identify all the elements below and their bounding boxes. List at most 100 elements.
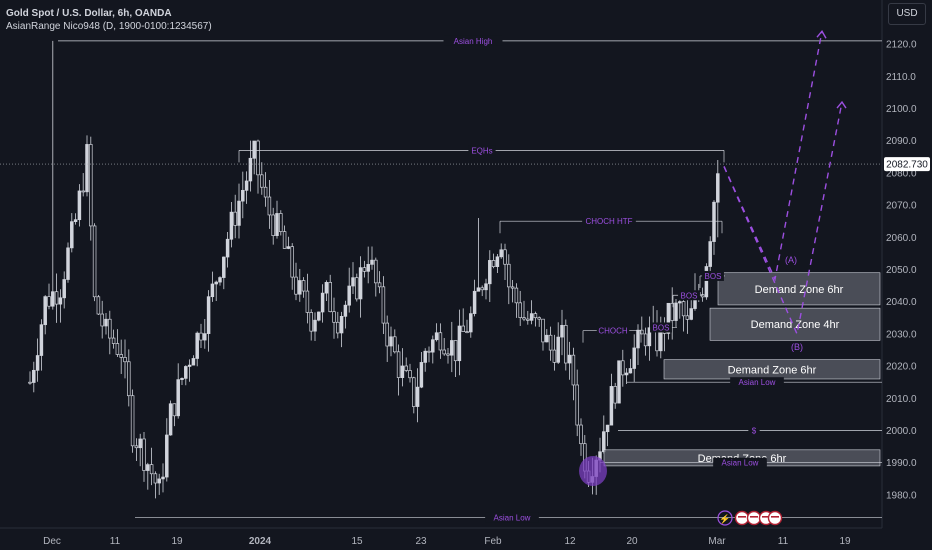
candle-body — [343, 304, 348, 317]
candle-body — [609, 386, 614, 426]
candle-body — [73, 219, 78, 223]
candle-body — [77, 190, 82, 221]
candle-body — [613, 386, 617, 404]
level-label: Asian Low — [494, 513, 531, 522]
candle-body — [415, 386, 420, 407]
us-flag-event-icon[interactable] — [767, 510, 783, 526]
y-tick-label: 2010.0 — [886, 394, 917, 405]
candle-body — [685, 315, 690, 320]
wave-label-b: (B) — [791, 342, 803, 352]
candle-body — [336, 321, 340, 334]
candle-body — [374, 259, 378, 284]
level-label: BOS — [653, 323, 670, 332]
candle-body — [552, 349, 557, 363]
level-label-bg — [748, 425, 760, 436]
candle-body — [533, 313, 538, 319]
flag-stripe — [762, 516, 770, 518]
candle-body — [225, 238, 230, 258]
candle-body — [712, 201, 716, 242]
candle-body — [70, 221, 74, 249]
x-tick-label: 15 — [351, 536, 363, 547]
candle-body — [681, 301, 686, 317]
candle-body — [153, 473, 158, 484]
demand-zone[interactable] — [717, 272, 881, 306]
indicator-legend[interactable]: AsianRange Nico948 (D, 1900-0100:1234567… — [6, 21, 212, 32]
candle-body — [362, 267, 367, 272]
candle-body — [115, 343, 120, 355]
candle-body — [62, 279, 66, 299]
lightning-event-icon[interactable] — [717, 510, 733, 526]
last-price-tag — [884, 157, 930, 172]
candle-body — [453, 340, 458, 362]
y-tick-label: 2000.0 — [886, 426, 917, 437]
candle-body — [396, 351, 401, 378]
y-tick-label: 2060.0 — [886, 233, 917, 244]
forecast-path[interactable] — [723, 101, 843, 337]
candle-body — [385, 322, 389, 347]
candle-body — [313, 319, 317, 332]
level-label-bg — [485, 512, 539, 523]
candle-body — [51, 291, 55, 307]
level-label: BOS — [681, 291, 698, 300]
candle-body — [241, 189, 245, 202]
candle-body — [168, 403, 173, 436]
demand-zone[interactable] — [709, 307, 881, 341]
candle-body — [39, 324, 44, 356]
candle-body — [579, 424, 583, 445]
y-tick-label: 2090.0 — [886, 136, 917, 147]
candle-body — [408, 370, 412, 379]
candle-body — [130, 395, 135, 447]
candle-body — [320, 292, 325, 313]
candle-body — [267, 196, 272, 216]
candle-body — [339, 316, 344, 334]
candle-body — [176, 379, 180, 417]
candle-body — [545, 334, 549, 343]
level-label-bg — [678, 290, 700, 301]
candle-body — [172, 403, 177, 417]
x-tick-label: Feb — [484, 536, 502, 547]
candle-body — [134, 445, 139, 449]
candle-body — [157, 478, 161, 484]
y-tick-label: 2120.0 — [886, 40, 917, 51]
candle-body — [195, 332, 199, 359]
x-tick-label: 23 — [415, 536, 427, 547]
candle-body — [138, 438, 142, 449]
level-label: EQHs — [471, 146, 492, 155]
candle-body — [537, 317, 541, 320]
currency-button[interactable]: USD — [888, 3, 926, 25]
candle-body — [700, 294, 705, 298]
candle-body — [556, 336, 560, 363]
level-label-bg — [443, 35, 503, 46]
y-tick-label: 2030.0 — [886, 329, 917, 340]
candle-body — [564, 324, 568, 364]
candle-body — [180, 378, 184, 380]
candle-body — [507, 263, 511, 288]
x-tick-label: 19 — [839, 536, 851, 547]
forecast-path[interactable] — [723, 31, 823, 282]
candle-body — [366, 264, 370, 272]
candle-body — [480, 287, 484, 291]
level-label-bg — [468, 145, 496, 156]
candle-body — [472, 290, 477, 314]
x-tick-label: 11 — [110, 536, 121, 547]
candle-body — [404, 365, 408, 371]
candle-body — [522, 317, 526, 320]
level-label: Asian High — [454, 37, 493, 46]
level-label: Asian Low — [739, 378, 776, 387]
us-flag-event-icon[interactable] — [746, 510, 762, 526]
candle-body — [605, 424, 610, 433]
last-price-label: 2082.730 — [886, 160, 928, 171]
candle-body — [104, 318, 108, 327]
us-flag-event-icon[interactable] — [734, 510, 750, 526]
candle-body — [560, 324, 564, 338]
candle-body — [81, 190, 85, 193]
candle-body — [624, 372, 629, 376]
y-tick-label: 2040.0 — [886, 297, 917, 308]
candle-body — [548, 334, 553, 351]
candle-body — [370, 259, 374, 265]
candle-body — [54, 291, 59, 305]
candle-body — [708, 241, 712, 267]
candle-body — [643, 333, 648, 347]
y-tick-label: 2100.0 — [886, 104, 917, 115]
